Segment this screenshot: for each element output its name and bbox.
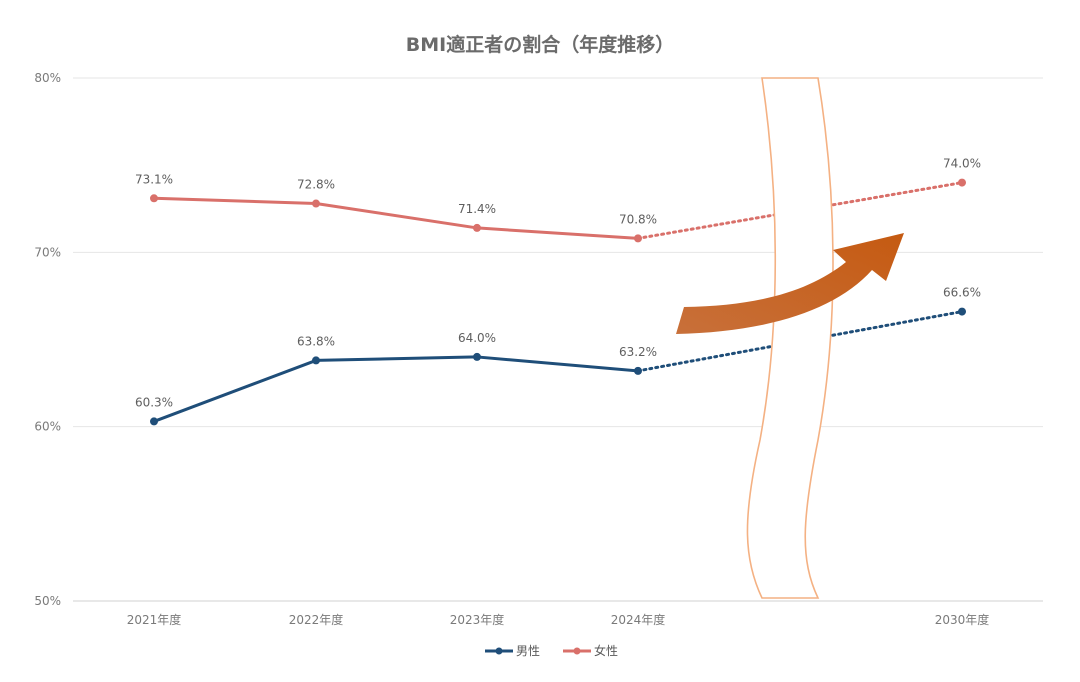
data-point (473, 223, 481, 232)
legend-marker (573, 647, 581, 655)
data-point (473, 352, 481, 361)
data-label: 72.8% (297, 178, 335, 192)
chart-title: BMI適正者の割合（年度推移） (406, 33, 674, 56)
x-tick-label: 2024年度 (611, 612, 666, 627)
series: 60.3% 63.8% 64.0% 63.2% 66.6% 73.1% 72.8% 71.4%… (135, 157, 981, 426)
data-point (958, 307, 966, 316)
data-label: 74.0% (943, 157, 981, 171)
y-tick-label: 50% (34, 594, 61, 608)
data-point (312, 356, 320, 365)
legend-label: 男性 (516, 644, 540, 658)
data-label: 63.2% (619, 345, 657, 359)
data-label: 66.6% (943, 286, 981, 300)
x-tick-label: 2022年度 (289, 612, 344, 627)
y-tick-label: 80% (34, 71, 61, 85)
x-tick-label: 2030年度 (935, 612, 990, 627)
data-label: 64.0% (458, 331, 496, 345)
data-label: 70.8% (619, 212, 657, 226)
series-female: 73.1% 72.8% 71.4% 70.8% 74.0% (135, 157, 981, 243)
legend-item-female: 女性 (563, 643, 618, 658)
series-line (152, 196, 640, 240)
data-point (150, 194, 158, 203)
data-label: 63.8% (297, 334, 335, 348)
series-male: 60.3% 63.8% 64.0% 63.2% 66.6% (135, 286, 981, 426)
data-label: 71.4% (458, 202, 496, 216)
y-tick-label: 60% (34, 420, 61, 434)
y-tick-label: 70% (34, 245, 61, 259)
upward-trend-arrow (676, 233, 904, 334)
legend: 男性 女性 (485, 643, 618, 658)
data-point (312, 199, 320, 208)
data-label: 73.1% (135, 172, 173, 186)
legend-item-male: 男性 (485, 644, 540, 658)
legend-label: 女性 (594, 643, 618, 658)
data-point (150, 417, 158, 426)
grid (73, 77, 1043, 602)
legend-marker (495, 647, 503, 655)
x-tick-label: 2021年度 (127, 612, 182, 627)
data-point (958, 178, 966, 187)
y-axis: 50% 60% 70% 80% (34, 71, 61, 608)
x-tick-label: 2023年度 (450, 612, 505, 627)
x-axis: 2021年度 2022年度 2023年度 2024年度 2030年度 (127, 612, 990, 627)
data-label: 60.3% (135, 395, 173, 409)
axis-break (746, 77, 834, 599)
data-point (634, 234, 642, 243)
annotations (676, 77, 904, 599)
series-line (152, 355, 640, 423)
data-point (634, 366, 642, 375)
